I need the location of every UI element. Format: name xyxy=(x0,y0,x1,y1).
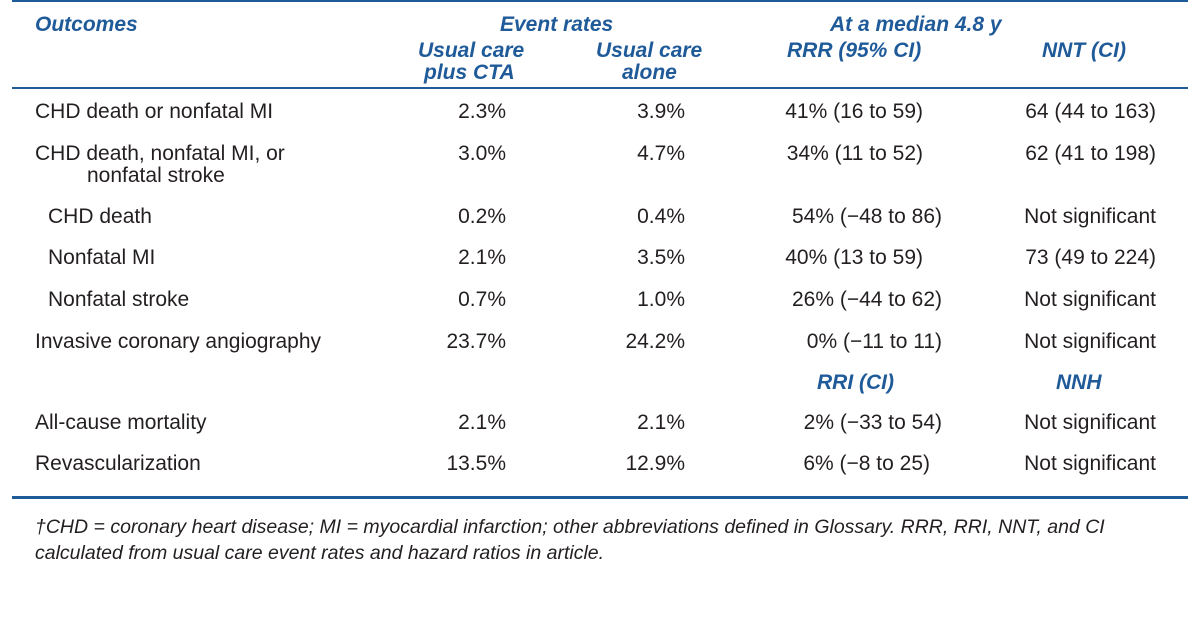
table-row-nnt: Not significant xyxy=(1024,330,1156,353)
table-row-label: Nonfatal stroke xyxy=(48,288,190,311)
header-event-rates: Event rates xyxy=(500,13,614,36)
table-row-label: CHD death or nonfatal MI xyxy=(35,100,274,123)
table-row-rrr: 41% (16 to 59) xyxy=(785,100,923,123)
table-row-label: Invasive coronary angiography xyxy=(35,330,322,353)
table-row-rrr: 54% (−48 to 86) xyxy=(791,205,942,228)
table-row-rrr: 0% (−11 to 11) xyxy=(806,330,942,353)
table-row-rri: 6% (−8 to 25) xyxy=(803,452,930,475)
table-row-cta: 23.7% xyxy=(446,330,506,353)
table-row-nnt: 64 (44 to 163) xyxy=(1025,100,1156,123)
subheader-nnh: NNH xyxy=(1056,371,1102,394)
table-row-label: CHD death, nonfatal MI, or xyxy=(35,142,285,165)
header-nnt: NNT (CI) xyxy=(1042,39,1126,62)
table-row-label: Nonfatal MI xyxy=(48,246,156,269)
header-rrr: RRR (95% CI) xyxy=(787,39,922,62)
bottom-rule xyxy=(12,496,1188,499)
subheader-rri: RRI (CI) xyxy=(817,371,894,394)
table-row-label: CHD death xyxy=(48,205,152,228)
table-row-cta: 13.5% xyxy=(446,452,506,475)
table-row-nnh: Not significant xyxy=(1024,411,1156,434)
table-row-alone: 4.7% xyxy=(637,142,685,165)
table-row-nnt: Not significant xyxy=(1024,205,1156,228)
table-row-cta: 3.0% xyxy=(458,142,506,165)
table-row-rri: 2% (−33 to 54) xyxy=(803,411,942,434)
table-row-label: Revascularization xyxy=(35,452,201,475)
table-row-cta: 0.2% xyxy=(458,205,506,228)
table-row-nnt: 62 (41 to 198) xyxy=(1025,142,1156,165)
table-row-nnt: 73 (49 to 224) xyxy=(1025,246,1156,269)
table-row-alone: 1.0% xyxy=(637,288,685,311)
header-usual-care-cta-line1: Usual care xyxy=(418,39,525,62)
table-row-nnh: Not significant xyxy=(1024,452,1156,475)
table-row-cta: 0.7% xyxy=(458,288,506,311)
table-row-alone: 3.5% xyxy=(637,246,685,269)
header-usual-care-alone-line1: Usual care xyxy=(596,39,703,62)
table-row-nnt: Not significant xyxy=(1024,288,1156,311)
header-usual-care-cta-line2: plus CTA xyxy=(424,61,515,84)
header-median: At a median 4.8 y xyxy=(830,13,1002,36)
table-row-rrr: 34% (11 to 52) xyxy=(786,142,923,165)
footnote: †CHD = coronary heart disease; MI = myoc… xyxy=(35,516,1105,564)
table-row-rrr: 26% (−44 to 62) xyxy=(791,288,942,311)
table-row-cta: 2.1% xyxy=(458,411,506,434)
top-rule xyxy=(12,0,1188,2)
table-row-alone: 2.1% xyxy=(637,411,685,434)
table-row-label-continued: nonfatal stroke xyxy=(87,164,225,187)
header-outcomes: Outcomes xyxy=(35,13,138,36)
table-row-alone: 3.9% xyxy=(637,100,685,123)
header-usual-care-alone-line2: alone xyxy=(622,61,677,84)
header-rule xyxy=(12,87,1188,89)
table-row-cta: 2.3% xyxy=(458,100,506,123)
table-row-alone: 0.4% xyxy=(637,205,685,228)
table-row-alone: 24.2% xyxy=(625,330,685,353)
table-row-rrr: 40% (13 to 59) xyxy=(785,246,923,269)
table-row-cta: 2.1% xyxy=(458,246,506,269)
table-row-label: All-cause mortality xyxy=(35,411,207,434)
table-row-alone: 12.9% xyxy=(625,452,685,475)
